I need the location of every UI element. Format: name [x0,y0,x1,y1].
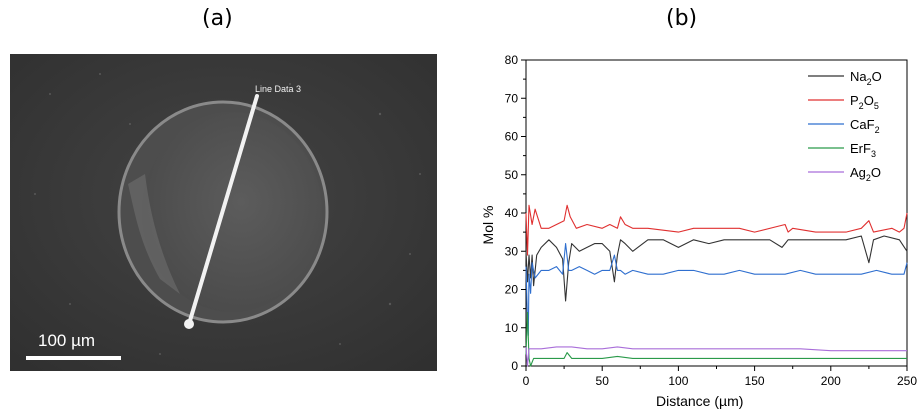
legend-label-ag2o: Ag2O [850,165,881,183]
y-tick-label: 0 [511,359,518,373]
x-tick-label: 200 [821,374,841,388]
x-axis-title: Distance (µm) [656,393,743,409]
line-scan-start-marker [184,319,194,329]
legend-label-caf2: CaF2 [850,117,880,135]
legend-label-na2o: Na2O [850,69,882,87]
micrograph-speckles [34,73,421,355]
legend-label-erf3: ErF3 [850,141,876,159]
panel-a-label: (a) [202,6,233,31]
y-axis-title: Mol % [480,206,496,245]
y-tick-label: 50 [505,168,519,182]
sem-micrograph: Line Data 3 100 µm [10,54,437,371]
series-line-p2o5 [525,204,908,256]
y-tick-label: 70 [505,91,519,105]
line-scan-label: Line Data 3 [255,84,301,94]
scale-bar [26,356,121,360]
legend: Na2O P2O5 CaF2 ErF3 Ag2O [808,69,882,183]
series-line-ag2o [525,346,907,367]
y-tick-label: 60 [505,130,519,144]
particle-edge-texture [128,174,180,294]
x-tick-label: 150 [745,374,765,388]
y-tick-label: 40 [505,206,519,220]
x-tick-label: 0 [523,374,530,388]
y-tick-label: 80 [505,53,519,67]
y-tick-label: 20 [505,283,519,297]
line-chart: 0 10 20 30 40 50 60 70 80 0 50 100 150 200 250 Na2O P2… [480,53,917,409]
x-tick-label: 100 [668,374,688,388]
particle-cross-section [142,112,322,312]
panel-b-label: (b) [666,6,698,31]
y-tick-label: 10 [505,321,519,335]
series-line-na2o [525,235,908,302]
line-scan-path [187,94,259,326]
x-tick-label: 50 [596,374,610,388]
scale-bar-label: 100 µm [38,331,95,350]
series-line-erf3 [525,311,907,367]
x-tick-label: 250 [897,374,917,388]
legend-label-p2o5: P2O5 [850,93,879,111]
series-line-caf2 [525,243,908,336]
y-tick-label: 30 [505,244,519,258]
series-lines [525,204,908,367]
y-axis: 0 10 20 30 40 50 60 70 80 [505,53,526,373]
x-axis: 0 50 100 150 200 250 [523,366,917,388]
